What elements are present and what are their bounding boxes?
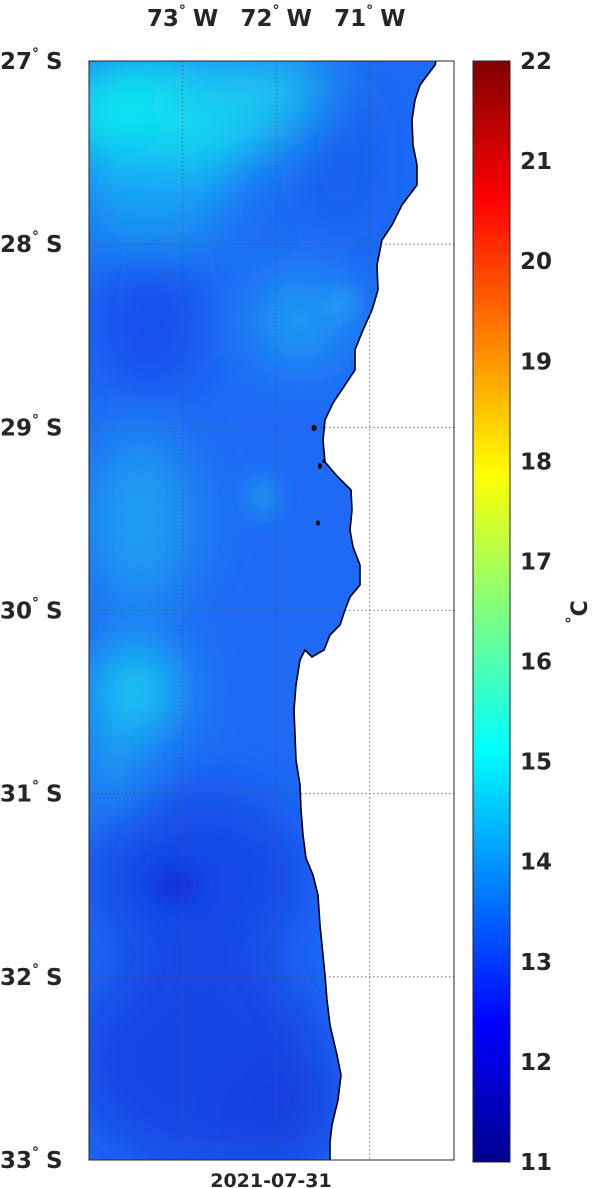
- tick-degree: 72: [240, 6, 272, 32]
- colorbar-tick-label: 21: [520, 149, 552, 175]
- unit-degree: °: [563, 616, 581, 624]
- longitude-tick-labels: 73° W 72° W 71° W: [147, 3, 406, 32]
- tick-hemisphere: S: [46, 1148, 63, 1174]
- tick-degree: 33: [0, 1148, 32, 1174]
- tick-degree: 32: [0, 965, 32, 991]
- colorbar-tick-label: 13: [520, 950, 552, 976]
- latitude-tick-label: 28° S: [0, 229, 63, 258]
- longitude-tick-label: 72° W: [240, 3, 311, 32]
- map-frame: [88, 60, 455, 1161]
- colorbar: [472, 60, 511, 1163]
- coastline: [293, 60, 437, 1160]
- islands: [311, 425, 326, 526]
- latitude-tick-label: 31° S: [0, 779, 63, 808]
- date-label: 2021-07-31: [210, 1170, 332, 1188]
- colorbar-tick-label: 14: [520, 850, 552, 876]
- latitude-tick-label: 30° S: [0, 596, 63, 625]
- tick-degree: 71: [334, 6, 366, 32]
- colorbar-tick-label: 16: [520, 650, 552, 676]
- longitude-tick-label: 73° W: [147, 3, 218, 32]
- tick-hemisphere: W: [380, 6, 405, 32]
- tick-hemisphere: S: [46, 232, 63, 258]
- tick-degree: 31: [0, 782, 32, 808]
- colorbar-tick-label: 20: [520, 249, 552, 275]
- colorbar-tick-label: 15: [520, 750, 552, 776]
- latitude-tick-label: 29° S: [0, 412, 63, 441]
- latitude-tick-label: 33° S: [0, 1145, 63, 1174]
- colorbar-tick-labels: 22 21 20 19 18 17 16 15 14 13 12 11: [520, 49, 552, 1176]
- colorbar-tick-label: 11: [520, 1150, 552, 1176]
- colorbar-tick-label: 18: [520, 449, 552, 475]
- sst-field: [89, 61, 454, 1160]
- colorbar-tick-label: 12: [520, 1050, 552, 1076]
- colorbar-tick-label: 22: [520, 49, 552, 75]
- tick-degree: 73: [147, 6, 179, 32]
- tick-hemisphere: S: [46, 49, 63, 75]
- tick-degree: 28: [0, 232, 32, 258]
- svg-text:°C: °C: [563, 600, 593, 624]
- colorbar-unit-label: °C: [563, 600, 593, 624]
- colorbar-tick-label: 19: [520, 349, 552, 375]
- tick-hemisphere: W: [193, 6, 218, 32]
- tick-hemisphere: S: [46, 965, 63, 991]
- tick-hemisphere: W: [286, 6, 311, 32]
- tick-degree: 27: [0, 49, 32, 75]
- tick-hemisphere: S: [46, 599, 63, 625]
- longitude-tick-label: 71° W: [334, 3, 405, 32]
- tick-hemisphere: S: [46, 415, 63, 441]
- unit-letter: C: [568, 600, 593, 616]
- tick-degree: 29: [0, 415, 32, 441]
- latitude-tick-label: 27° S: [0, 46, 63, 75]
- latitude-tick-labels: 27° S 28° S 29° S 30° S 31° S 32° S 33° S: [0, 46, 63, 1174]
- colorbar-tick-label: 17: [520, 549, 552, 575]
- tick-hemisphere: S: [46, 782, 63, 808]
- latitude-tick-label: 32° S: [0, 962, 63, 991]
- tick-degree: 30: [0, 599, 32, 625]
